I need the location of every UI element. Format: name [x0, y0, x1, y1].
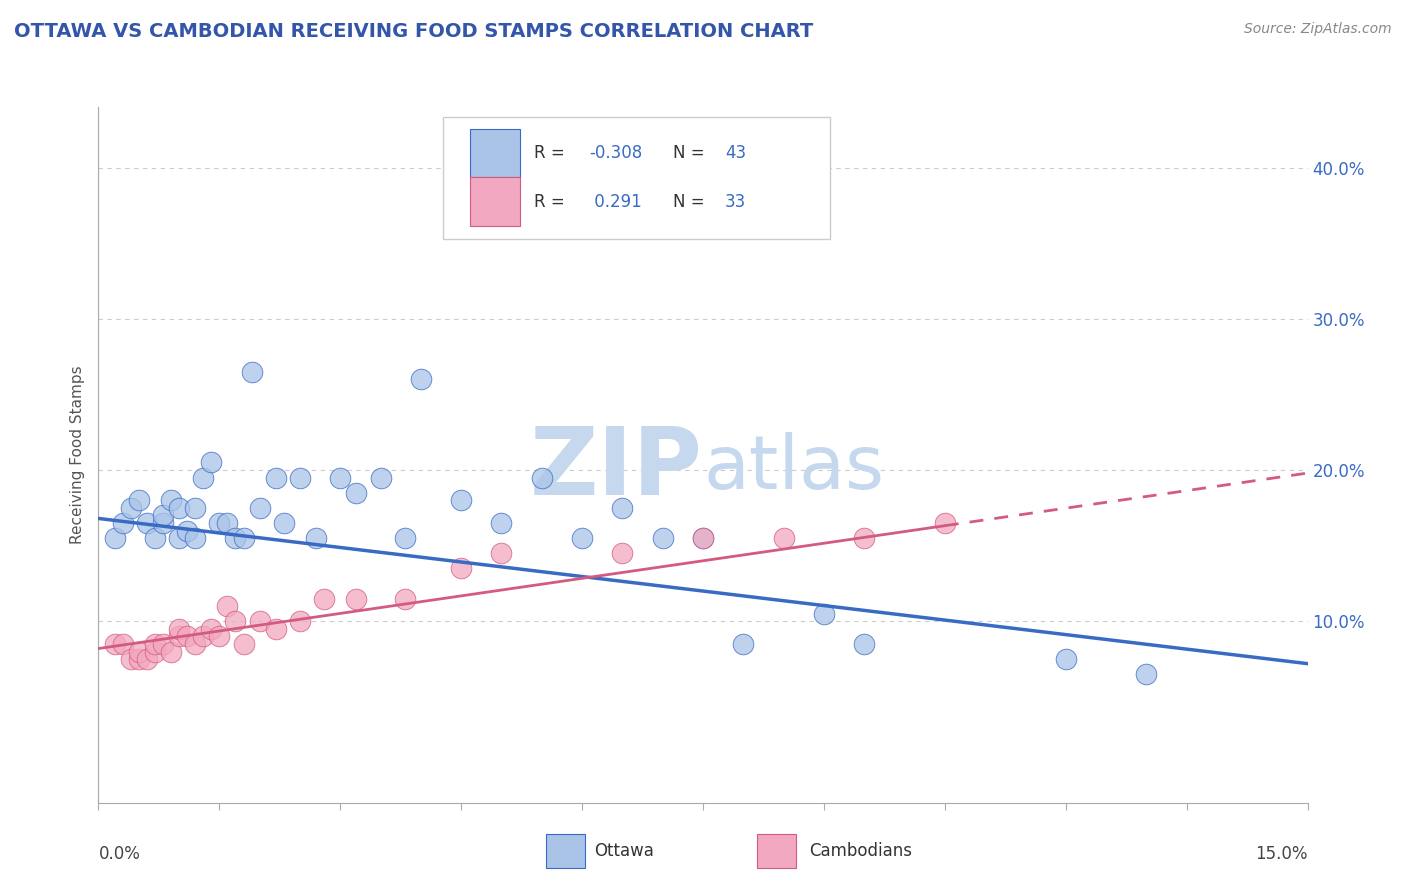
Point — [329, 470, 352, 484]
Point — [288, 615, 311, 629]
Point — [217, 516, 239, 530]
Point — [344, 485, 367, 500]
Point — [120, 500, 142, 515]
Point — [184, 531, 207, 545]
Point — [208, 629, 231, 643]
Text: 43: 43 — [724, 145, 747, 162]
Point — [135, 652, 157, 666]
Point — [103, 531, 125, 545]
FancyBboxPatch shape — [470, 178, 520, 226]
Point — [135, 516, 157, 530]
FancyBboxPatch shape — [443, 118, 830, 239]
Text: Ottawa: Ottawa — [595, 842, 654, 860]
Point — [853, 637, 876, 651]
Point — [692, 531, 714, 545]
Point — [264, 470, 287, 484]
Text: R =: R = — [534, 193, 569, 211]
Text: 0.291: 0.291 — [589, 193, 643, 211]
FancyBboxPatch shape — [546, 834, 585, 868]
Point — [370, 470, 392, 484]
Point — [394, 591, 416, 606]
Point — [152, 508, 174, 523]
Point — [651, 531, 673, 545]
Point — [288, 470, 311, 484]
Point — [612, 500, 634, 515]
Point — [143, 637, 166, 651]
Text: atlas: atlas — [703, 433, 884, 506]
Point — [450, 493, 472, 508]
Point — [1135, 667, 1157, 681]
Point — [193, 470, 215, 484]
Point — [491, 546, 513, 560]
Point — [184, 637, 207, 651]
Point — [193, 629, 215, 643]
Point — [128, 652, 150, 666]
Point — [224, 531, 246, 545]
Point — [314, 591, 336, 606]
Point — [1054, 652, 1077, 666]
Point — [772, 531, 794, 545]
Point — [853, 531, 876, 545]
Point — [813, 607, 835, 621]
Text: -0.308: -0.308 — [589, 145, 643, 162]
Point — [167, 622, 190, 636]
Text: Source: ZipAtlas.com: Source: ZipAtlas.com — [1244, 22, 1392, 37]
Point — [111, 637, 134, 651]
Text: OTTAWA VS CAMBODIAN RECEIVING FOOD STAMPS CORRELATION CHART: OTTAWA VS CAMBODIAN RECEIVING FOOD STAMP… — [14, 22, 813, 41]
Text: 33: 33 — [724, 193, 747, 211]
Point — [232, 531, 254, 545]
Point — [160, 493, 183, 508]
Point — [111, 516, 134, 530]
Point — [530, 470, 553, 484]
Point — [128, 644, 150, 658]
Point — [264, 622, 287, 636]
Text: Cambodians: Cambodians — [810, 842, 912, 860]
Point — [240, 365, 263, 379]
Point — [167, 531, 190, 545]
Point — [934, 516, 956, 530]
Point — [167, 500, 190, 515]
Text: 0.0%: 0.0% — [98, 845, 141, 863]
Point — [103, 637, 125, 651]
Point — [184, 500, 207, 515]
Point — [120, 652, 142, 666]
Point — [176, 524, 198, 538]
Point — [128, 493, 150, 508]
FancyBboxPatch shape — [470, 128, 520, 178]
Point — [273, 516, 295, 530]
Point — [249, 615, 271, 629]
Point — [200, 622, 222, 636]
Point — [571, 531, 593, 545]
Point — [152, 516, 174, 530]
Point — [176, 629, 198, 643]
Text: R =: R = — [534, 145, 569, 162]
Point — [152, 637, 174, 651]
Point — [200, 455, 222, 469]
Point — [232, 637, 254, 651]
Point — [208, 516, 231, 530]
Point — [143, 531, 166, 545]
Point — [305, 531, 328, 545]
FancyBboxPatch shape — [758, 834, 796, 868]
Point — [217, 599, 239, 614]
Point — [409, 372, 432, 386]
Point — [143, 644, 166, 658]
Point — [450, 561, 472, 575]
Text: 15.0%: 15.0% — [1256, 845, 1308, 863]
Point — [394, 531, 416, 545]
Point — [344, 591, 367, 606]
Y-axis label: Receiving Food Stamps: Receiving Food Stamps — [69, 366, 84, 544]
Text: N =: N = — [672, 145, 710, 162]
Point — [249, 500, 271, 515]
Text: N =: N = — [672, 193, 710, 211]
Text: ZIP: ZIP — [530, 423, 703, 515]
Point — [692, 531, 714, 545]
Point — [167, 629, 190, 643]
Point — [160, 644, 183, 658]
Point — [733, 637, 755, 651]
Point — [491, 516, 513, 530]
Point — [612, 546, 634, 560]
Point — [224, 615, 246, 629]
